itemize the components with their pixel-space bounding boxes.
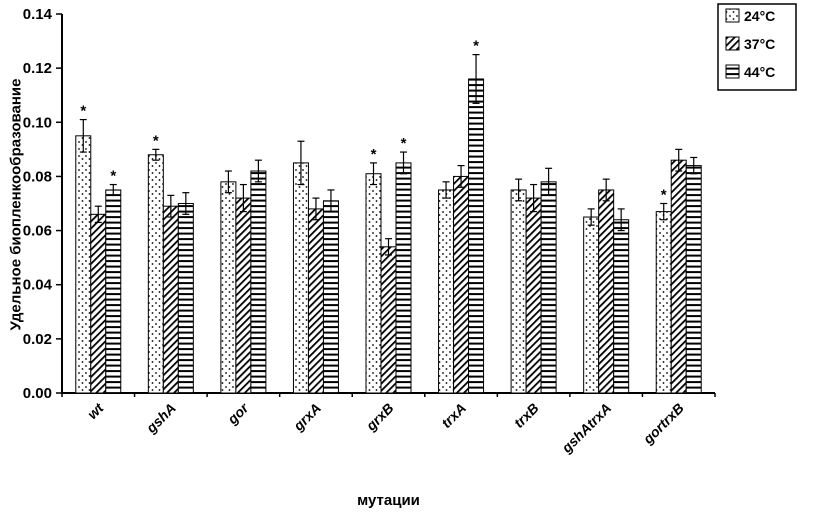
bar: [655, 211, 672, 394]
bar: [235, 197, 252, 394]
y-tick-label: 0.00: [23, 385, 52, 402]
bar: [583, 216, 600, 394]
x-category-label: gor: [224, 399, 253, 428]
x-category-label: gortrxB: [639, 400, 687, 448]
bar: [105, 189, 122, 394]
significance-star: *: [371, 146, 377, 163]
x-axis-label: мутации: [357, 492, 420, 509]
y-tick-label: 0.02: [23, 331, 52, 348]
legend: 24°C 37°C 44°C: [717, 3, 797, 91]
significance-star: *: [110, 168, 116, 185]
bar: [395, 162, 412, 394]
y-tick-label: 0.10: [23, 114, 52, 131]
bar: [162, 205, 179, 394]
bar: [147, 154, 164, 394]
x-category-label: wt: [84, 399, 107, 422]
y-tick-label: 0.14: [23, 6, 53, 23]
x-category-label: gshA: [142, 400, 179, 437]
y-tick-label: 0.04: [23, 277, 53, 294]
x-category-label: trxA: [438, 400, 469, 431]
x-category-label: grxB: [362, 400, 397, 435]
bar: [292, 162, 309, 394]
bar: [685, 165, 702, 394]
bar: [307, 208, 324, 394]
significance-star: *: [401, 135, 407, 152]
bar: [453, 175, 470, 394]
bar: [90, 213, 107, 394]
x-category-label: gshAtrxA: [558, 400, 615, 457]
significance-star: *: [80, 103, 86, 120]
y-tick-label: 0.06: [23, 223, 52, 240]
bar: [177, 203, 194, 394]
x-category-label: grxA: [289, 400, 324, 435]
significance-star: *: [661, 187, 667, 204]
bar: [468, 78, 485, 394]
legend-label: 24°C: [744, 8, 775, 24]
legend-swatch-diagonal: [725, 36, 740, 51]
bar: [525, 197, 542, 394]
y-axis-label: Удельное биопленкообразование: [7, 78, 25, 331]
bar: [613, 219, 630, 394]
y-tick-label: 0.08: [23, 168, 52, 185]
legend-label: 37°C: [744, 36, 775, 52]
bar: [510, 189, 527, 394]
legend-label: 44°C: [744, 64, 775, 80]
significance-star: *: [473, 38, 479, 55]
bar: [598, 189, 615, 394]
y-tick-label: 0.12: [23, 60, 52, 77]
legend-swatch-horizontal: [725, 64, 740, 79]
bar: [250, 170, 267, 394]
bar: [322, 200, 339, 394]
bar: [220, 181, 237, 394]
bar: [670, 159, 687, 394]
series-37°C: [90, 148, 687, 394]
significance-star: *: [153, 132, 159, 149]
bar: [438, 189, 455, 394]
bar: [365, 173, 382, 394]
bar: [380, 246, 397, 394]
legend-swatch-dots: [725, 8, 740, 23]
bar: [540, 181, 557, 394]
series-44°C: * * *: [105, 38, 702, 394]
bar: [75, 135, 92, 394]
x-category-label: trxB: [511, 400, 542, 431]
